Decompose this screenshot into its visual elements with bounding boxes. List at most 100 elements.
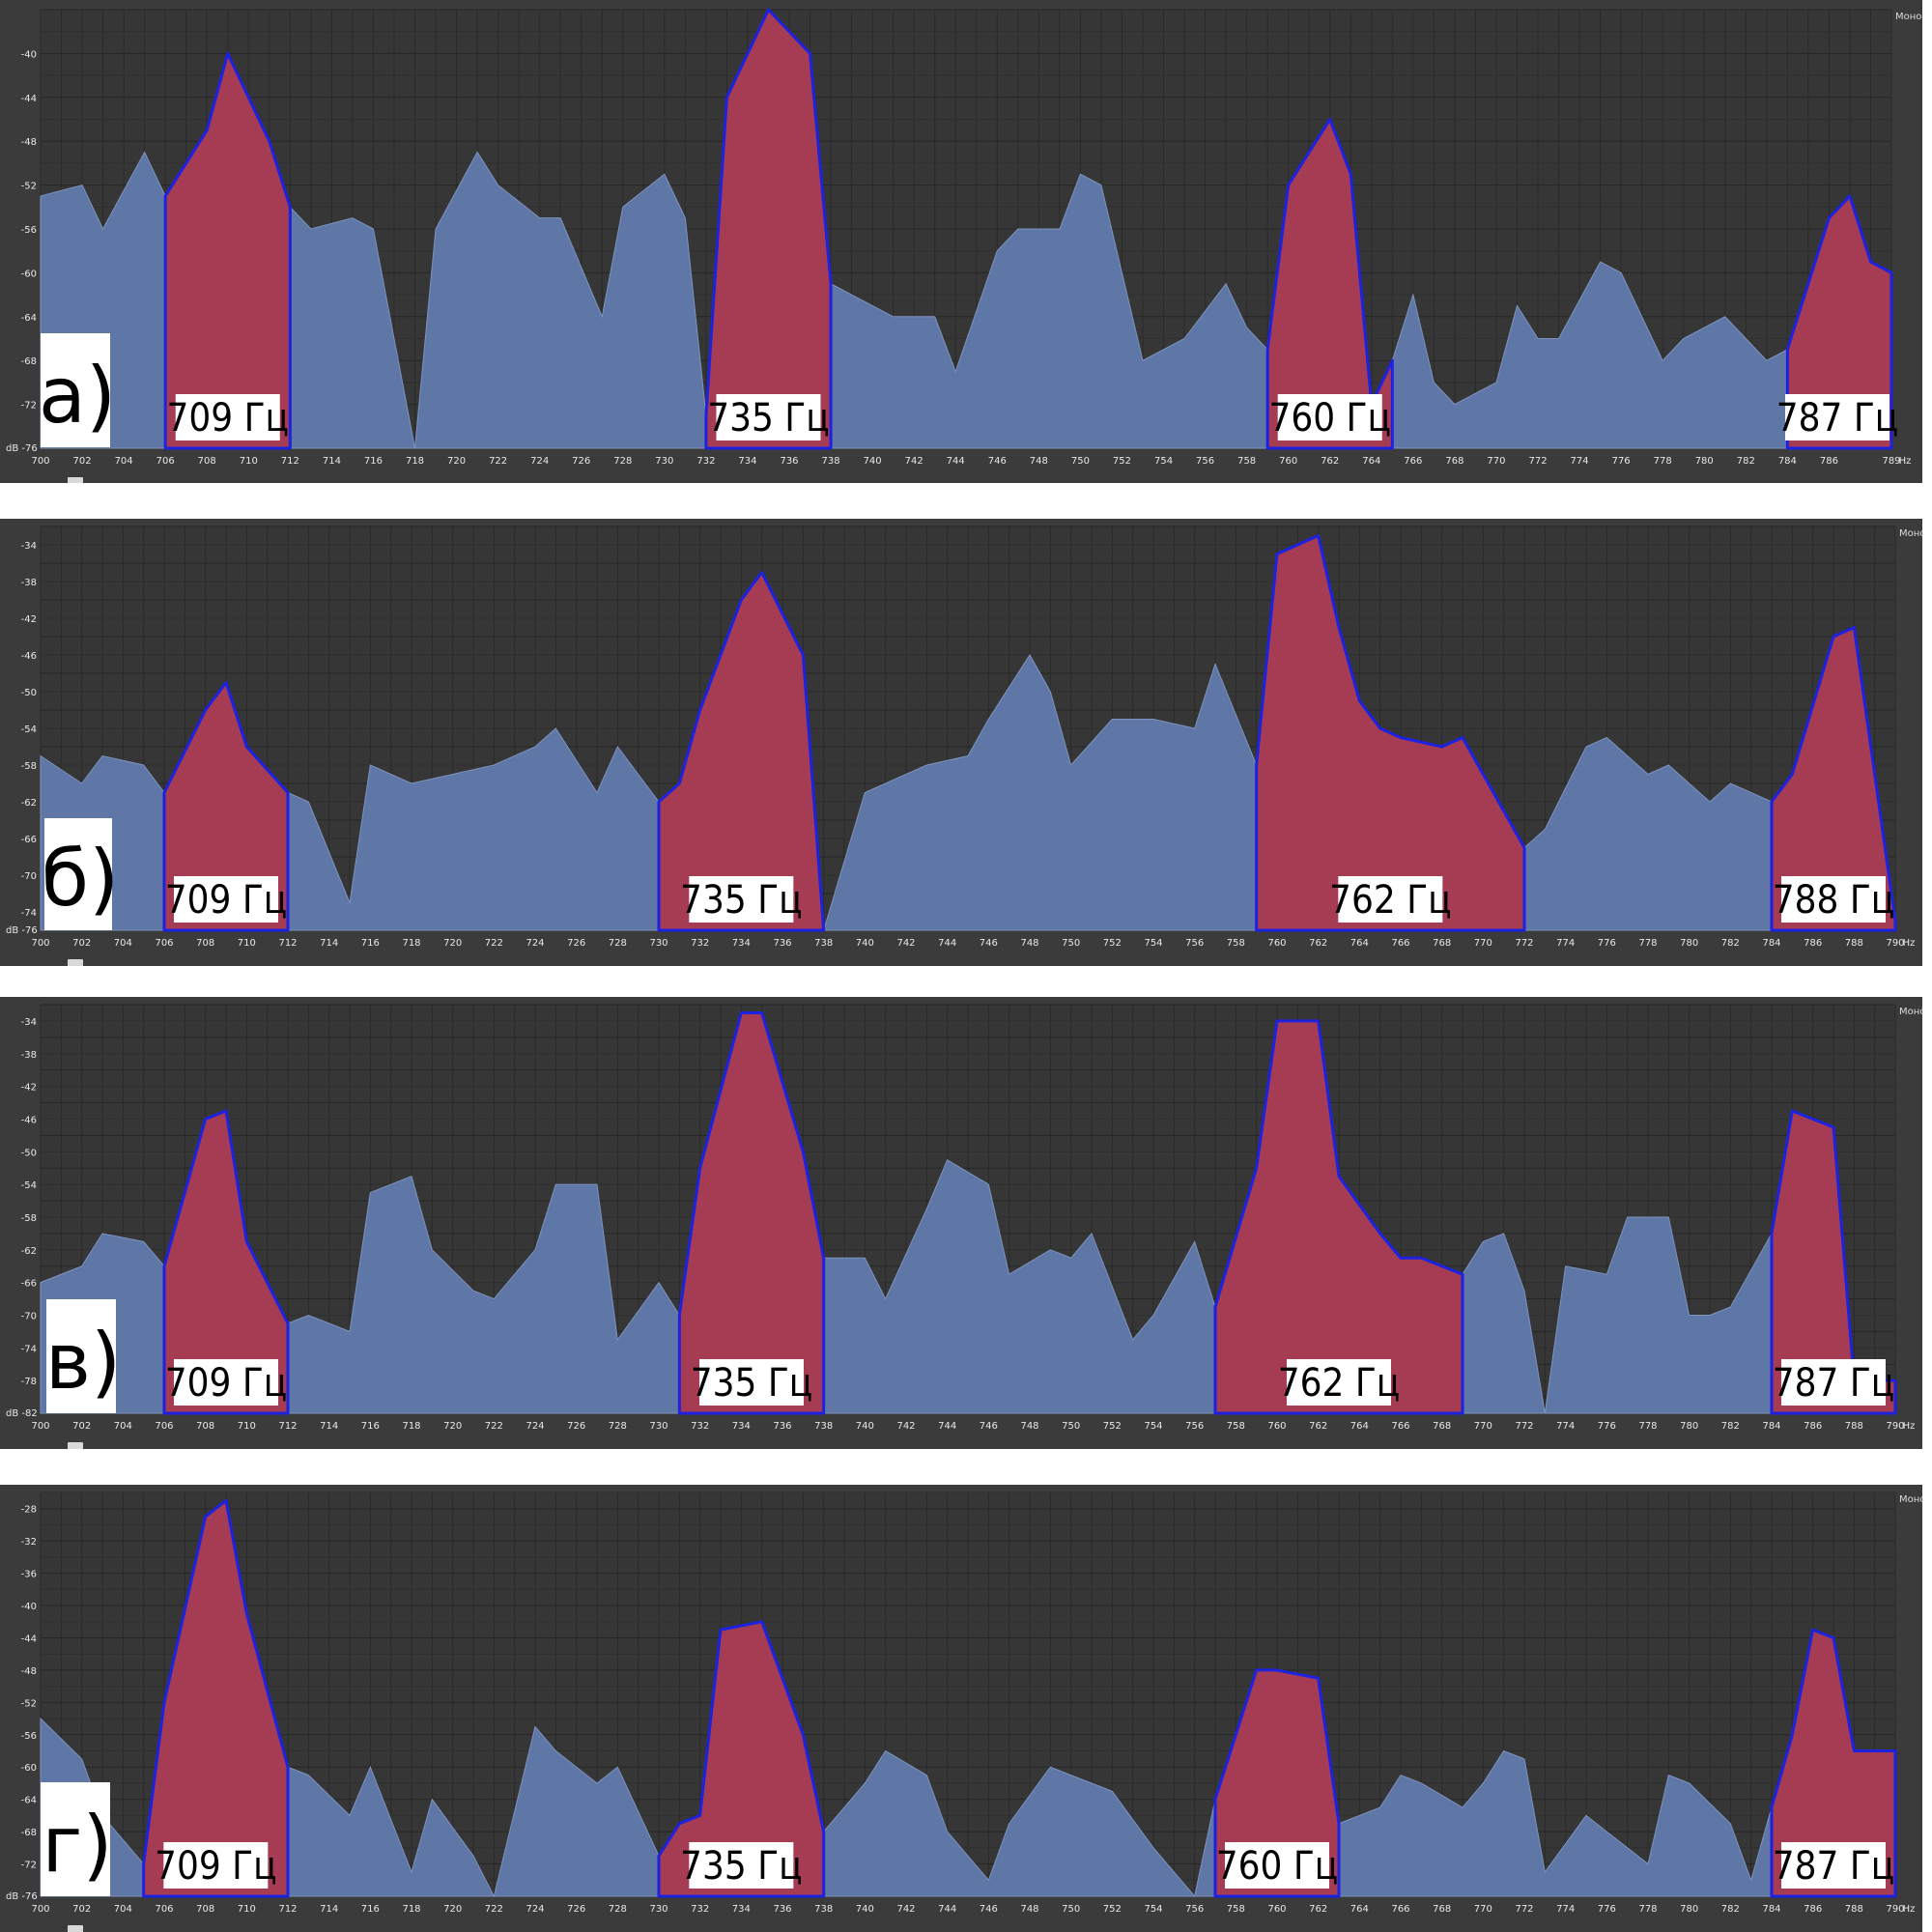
x-tick-label: 722 [485,938,503,949]
x-tick-label: 760 [1267,1421,1286,1432]
peak-label: 787 Гц [1773,1844,1895,1889]
y-tick-label: -66 [21,835,37,845]
x-tick-label: 722 [489,456,507,467]
x-tick-label: 762 [1321,456,1339,467]
x-axis-unit: Hz [1903,938,1916,949]
spectrum-chart: 709 Гц 735 Гц 760 Гц 787 Гц -40 -44 -48 -52 -56 -… [0,0,1922,483]
x-tick-label: 750 [1071,456,1090,467]
x-axis-unit: Hz [1899,456,1912,467]
spectrum-panel-b: 709 Гц 735 Гц 762 Гц 788 Гц -34 -38 -42 -46 -50 -… [0,519,1922,966]
panel-label-box [44,818,112,930]
peak-label: 762 Гц [1278,1361,1401,1406]
x-tick-label: 754 [1154,456,1173,467]
x-tick-label: 738 [814,1904,833,1915]
x-tick-label: 722 [485,1421,503,1432]
peak-region [1770,626,1897,932]
x-tick-label: 706 [155,1904,173,1915]
panel-label-box [41,333,110,447]
y-tick-label: -50 [21,1148,37,1158]
x-tick-label: 724 [526,1904,544,1915]
y-tick-label: -42 [21,614,37,625]
y-tick-label: -58 [21,761,37,772]
x-tick-label: 776 [1598,1904,1616,1915]
x-tick-label: 734 [738,456,756,467]
y-tick-label: -60 [21,269,37,279]
scroll-handle [68,477,83,483]
x-tick-label: 782 [1737,456,1755,467]
peak-region [162,681,290,932]
y-tick-label: -44 [21,1634,37,1644]
y-tick-label: -74 [21,1344,37,1354]
x-tick-label: 742 [896,1421,915,1432]
x-tick-label: 758 [1227,938,1245,949]
x-tick-label: 752 [1103,938,1122,949]
x-tick-label: 768 [1433,938,1451,949]
x-tick-label: 750 [1062,938,1080,949]
peak-label: 709 Гц [166,396,289,440]
spectrum-chart: 709 Гц 735 Гц 762 Гц 788 Гц -34 -38 -42 -46 -50 -… [0,519,1922,966]
panel-label: г) [42,1800,112,1889]
peak-region [657,1620,826,1898]
x-tick-label: 718 [402,1904,420,1915]
x-tick-label: 762 [1309,1421,1327,1432]
y-tick-label: -28 [21,1505,37,1516]
y-axis-unit: dB -82 [6,1408,38,1419]
x-tick-label: 740 [856,1904,874,1915]
x-tick-label: 722 [485,1904,503,1915]
x-tick-label: 788 [1845,938,1863,949]
y-tick-label: -52 [21,1698,37,1709]
x-tick-label: 708 [198,456,216,467]
y-tick-label: -36 [21,1570,37,1580]
x-tick-label: 708 [196,1421,214,1432]
x-tick-label: 768 [1433,1421,1451,1432]
x-tick-label: 774 [1556,1904,1575,1915]
x-tick-label: 754 [1144,1421,1162,1432]
scroll-handle [68,959,83,966]
y-tick-label: -48 [21,1666,37,1677]
x-tick-label: 720 [443,938,462,949]
y-tick-label: -62 [21,798,37,809]
peak-label: 735 Гц [680,878,803,923]
x-tick-label: 782 [1721,1904,1740,1915]
y-axis-unit: dB -76 [6,925,38,936]
x-tick-label: 746 [980,1904,998,1915]
peak-region [163,51,292,450]
x-tick-label: 702 [72,1421,91,1432]
peak-label: 762 Гц [1329,878,1452,923]
x-tick-label: 758 [1227,1904,1245,1915]
x-tick-label: 704 [115,456,133,467]
peak-label-box [699,1359,804,1406]
x-tick-label: 712 [281,456,299,467]
x-tick-label: 748 [1020,1904,1038,1915]
x-tick-label: 776 [1598,938,1616,949]
peak-region [704,8,833,450]
x-tick-label: 756 [1185,938,1204,949]
x-tick-label: 754 [1144,1904,1162,1915]
x-tick-label: 774 [1556,1421,1575,1432]
x-tick-label: 770 [1474,1421,1492,1432]
peak-label-box [174,876,278,923]
x-tick-label: 752 [1103,1904,1122,1915]
x-tick-label: 712 [278,1904,297,1915]
peak-label-box [1781,1359,1886,1406]
peak-label-box [175,394,280,440]
x-axis-unit: Hz [1903,1421,1916,1432]
y-tick-label: -72 [21,1861,37,1871]
x-tick-label: 724 [530,456,549,467]
x-tick-label: 790 [1886,1904,1904,1915]
x-tick-label: 758 [1237,456,1256,467]
peak-label: 735 Гц [707,396,830,440]
x-tick-label: 790 [1886,1421,1904,1432]
x-tick-label: 730 [649,1904,668,1915]
x-tick-label: 744 [938,1904,956,1915]
x-tick-label: 746 [988,456,1007,467]
x-tick-label: 710 [238,938,256,949]
x-tick-label: 720 [443,1904,462,1915]
y-tick-label: -60 [21,1763,37,1774]
panel-label: б) [42,834,120,923]
x-tick-label: 714 [323,456,341,467]
x-tick-label: 786 [1804,1421,1822,1432]
y-tick-label: -64 [21,313,37,324]
x-tick-label: 772 [1515,1904,1533,1915]
x-tick-label: 778 [1638,938,1657,949]
